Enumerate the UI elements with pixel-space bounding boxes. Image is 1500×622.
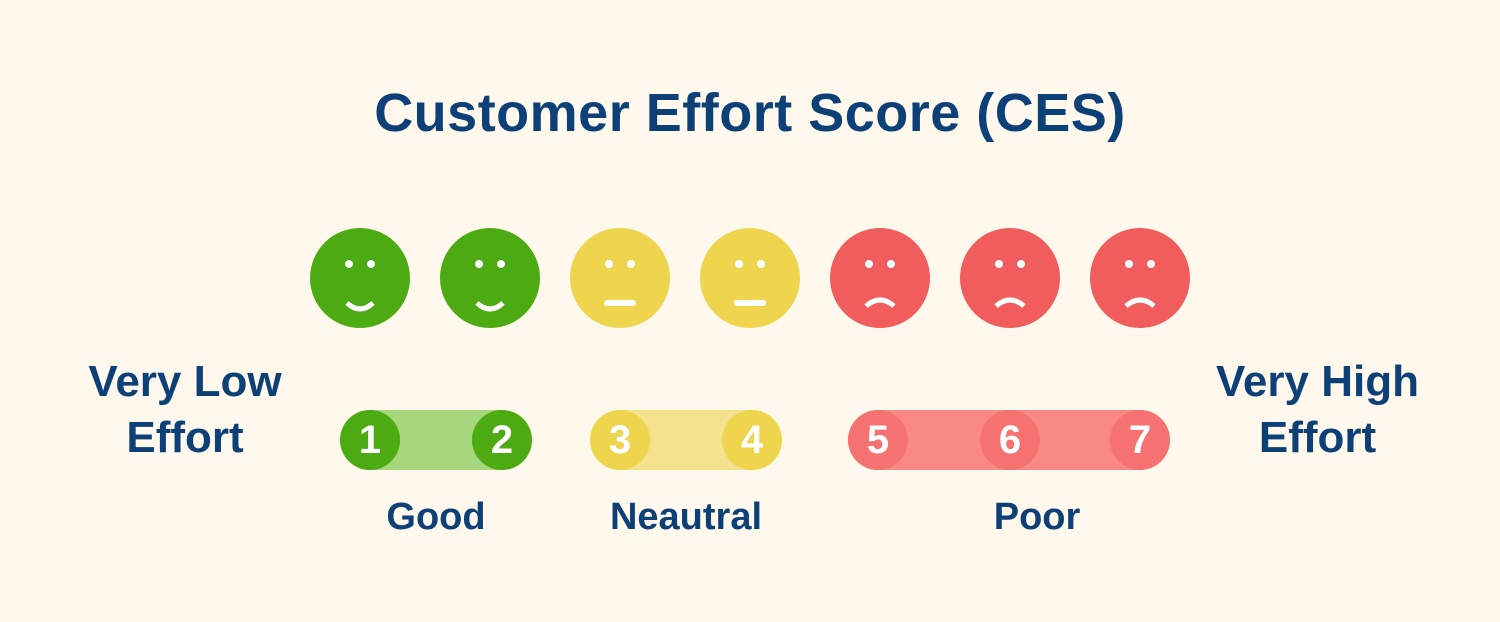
score-7: 7 <box>1110 410 1170 470</box>
score-4: 4 <box>722 410 782 470</box>
right-label-line2: Effort <box>1258 413 1377 462</box>
neutral-face-icon <box>570 228 670 328</box>
sad-face-icon <box>960 228 1060 328</box>
left-label-line2: Effort <box>126 413 244 462</box>
sad-face-icon <box>830 228 930 328</box>
happy-face-icon <box>310 228 410 328</box>
good-label: Good <box>386 496 486 538</box>
sad-face-icon <box>1090 228 1190 328</box>
very-low-effort-label: Very Low Effort <box>60 354 310 466</box>
neutral-face-icon <box>700 228 800 328</box>
poor-label: Poor <box>993 496 1081 538</box>
score-6: 6 <box>980 410 1040 470</box>
score-1: 1 <box>340 410 400 470</box>
happy-face-icon <box>440 228 540 328</box>
left-label-line1: Very Low <box>88 357 282 406</box>
score-2: 2 <box>472 410 532 470</box>
page-title: Customer Effort Score (CES) <box>374 83 1126 143</box>
score-5: 5 <box>848 410 908 470</box>
neutral-label: Neautral <box>609 496 763 538</box>
very-high-effort-label: Very High Effort <box>1190 354 1445 466</box>
right-label-line1: Very High <box>1216 357 1419 406</box>
score-3: 3 <box>590 410 650 470</box>
